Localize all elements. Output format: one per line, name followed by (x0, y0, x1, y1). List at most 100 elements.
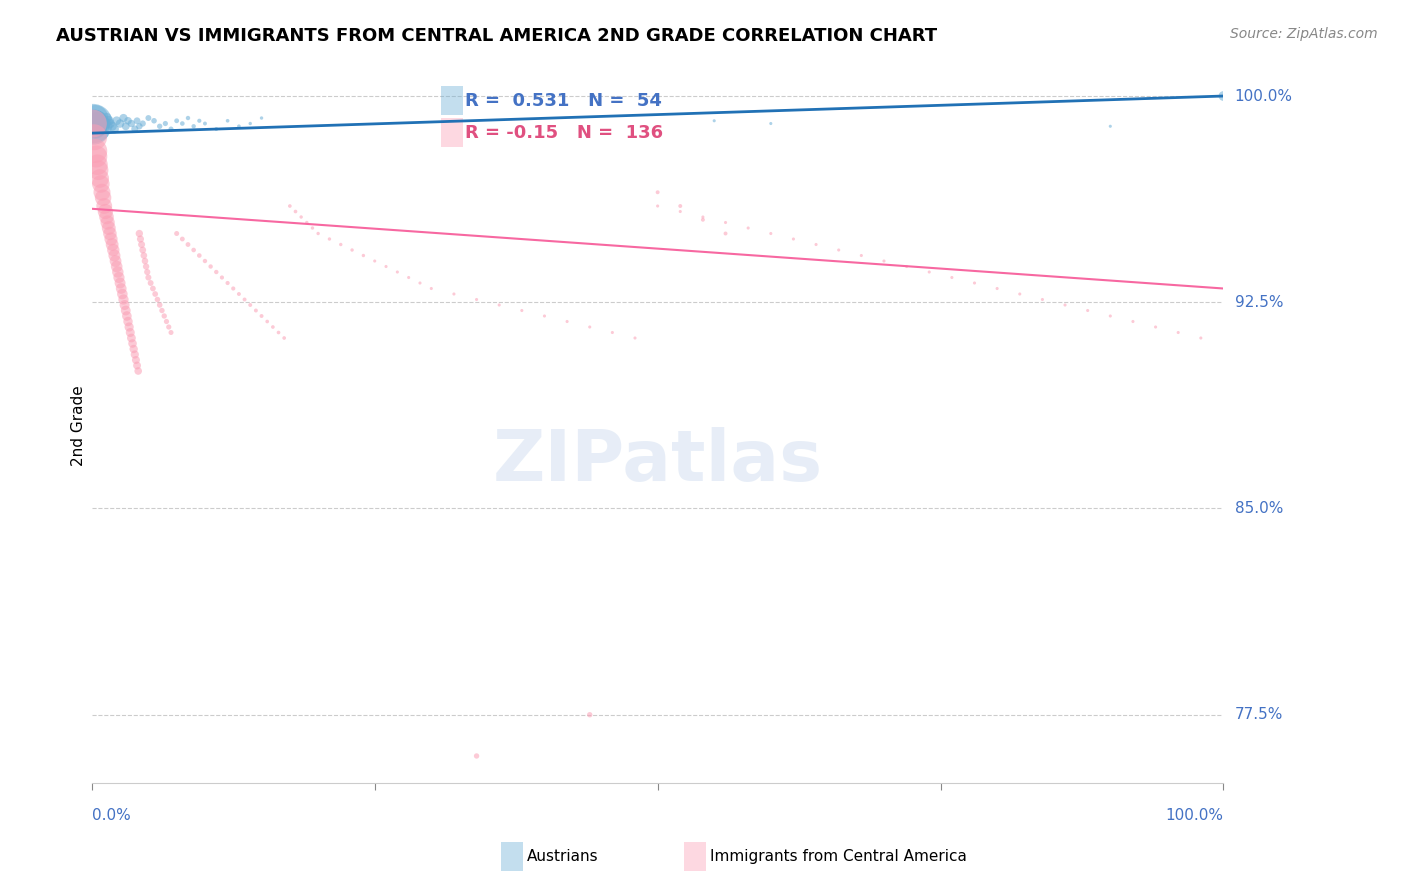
Point (100, 232, 122, 246)
Point (1167, 326, 1189, 340)
Point (205, 265, 228, 279)
Point (94, 116, 117, 130)
Point (103, 243, 125, 257)
Point (250, 309, 273, 323)
Point (714, 227, 737, 241)
Point (578, 707, 600, 722)
Point (172, 232, 194, 246)
Point (139, 276, 162, 290)
Point (112, 111, 135, 125)
Point (602, 326, 624, 340)
Point (121, 336, 143, 351)
Point (896, 260, 918, 274)
Point (89, 171, 111, 186)
Point (759, 116, 782, 130)
Point (82, 116, 104, 130)
Point (132, 116, 155, 130)
Point (233, 293, 256, 307)
Point (398, 270, 420, 285)
Point (86, 122, 108, 136)
Point (146, 293, 169, 307)
Point (177, 237, 200, 252)
Text: Immigrants from Central America: Immigrants from Central America (710, 849, 967, 863)
Point (131, 237, 153, 252)
Point (122, 342, 145, 356)
Text: Austrians: Austrians (527, 849, 599, 863)
Point (183, 120, 205, 134)
Point (155, 116, 177, 130)
Point (256, 314, 278, 328)
Point (103, 122, 125, 136)
Point (183, 243, 205, 257)
Point (83, 130, 105, 145)
Point (86, 158, 108, 172)
Point (555, 314, 578, 328)
Point (307, 227, 329, 241)
Point (101, 120, 124, 134)
Point (82, 116, 104, 130)
Point (200, 260, 222, 274)
Point (759, 227, 782, 241)
Point (578, 320, 600, 334)
Point (160, 326, 183, 340)
Point (83, 122, 105, 136)
Point (1212, 89, 1234, 103)
Point (465, 293, 488, 307)
Point (1053, 298, 1076, 312)
Point (89, 111, 111, 125)
Point (239, 298, 262, 312)
Point (86, 116, 108, 130)
Point (149, 298, 172, 312)
Point (239, 116, 262, 130)
Point (228, 287, 250, 301)
Point (91, 113, 114, 128)
Point (211, 270, 233, 285)
Point (177, 111, 200, 125)
Point (273, 331, 295, 345)
Point (91, 116, 114, 130)
Point (91, 186, 114, 200)
Point (114, 298, 136, 312)
Text: Source: ZipAtlas.com: Source: ZipAtlas.com (1230, 27, 1378, 41)
Point (669, 199, 692, 213)
Point (124, 122, 146, 136)
Point (114, 120, 136, 134)
Point (329, 237, 352, 252)
Point (714, 215, 737, 229)
Point (149, 120, 172, 134)
Point (136, 265, 159, 279)
Point (1031, 293, 1053, 307)
Point (488, 298, 510, 312)
Point (217, 276, 239, 290)
Point (125, 353, 148, 368)
Point (647, 186, 669, 200)
Point (90, 177, 112, 191)
Point (737, 221, 759, 235)
Point (250, 111, 273, 125)
Point (138, 270, 160, 285)
Point (194, 116, 217, 130)
Point (267, 326, 290, 340)
Point (409, 276, 432, 290)
Point (420, 281, 443, 295)
Point (143, 287, 166, 301)
Point (96, 210, 118, 224)
Text: R =  0.531   N =  54: R = 0.531 N = 54 (465, 92, 662, 110)
Text: ZIPatlas: ZIPatlas (492, 427, 823, 496)
Point (166, 227, 188, 241)
Point (692, 212, 714, 227)
Point (804, 237, 827, 252)
Point (86, 149, 108, 163)
Text: 0.0%: 0.0% (91, 808, 131, 823)
Point (103, 248, 125, 262)
Point (1144, 320, 1167, 334)
Point (83, 116, 105, 130)
Point (222, 281, 245, 295)
Point (115, 309, 138, 323)
Point (98, 116, 121, 130)
Point (84, 144, 107, 158)
Point (128, 227, 150, 241)
Point (851, 248, 873, 262)
Point (986, 281, 1008, 295)
Point (364, 254, 387, 268)
